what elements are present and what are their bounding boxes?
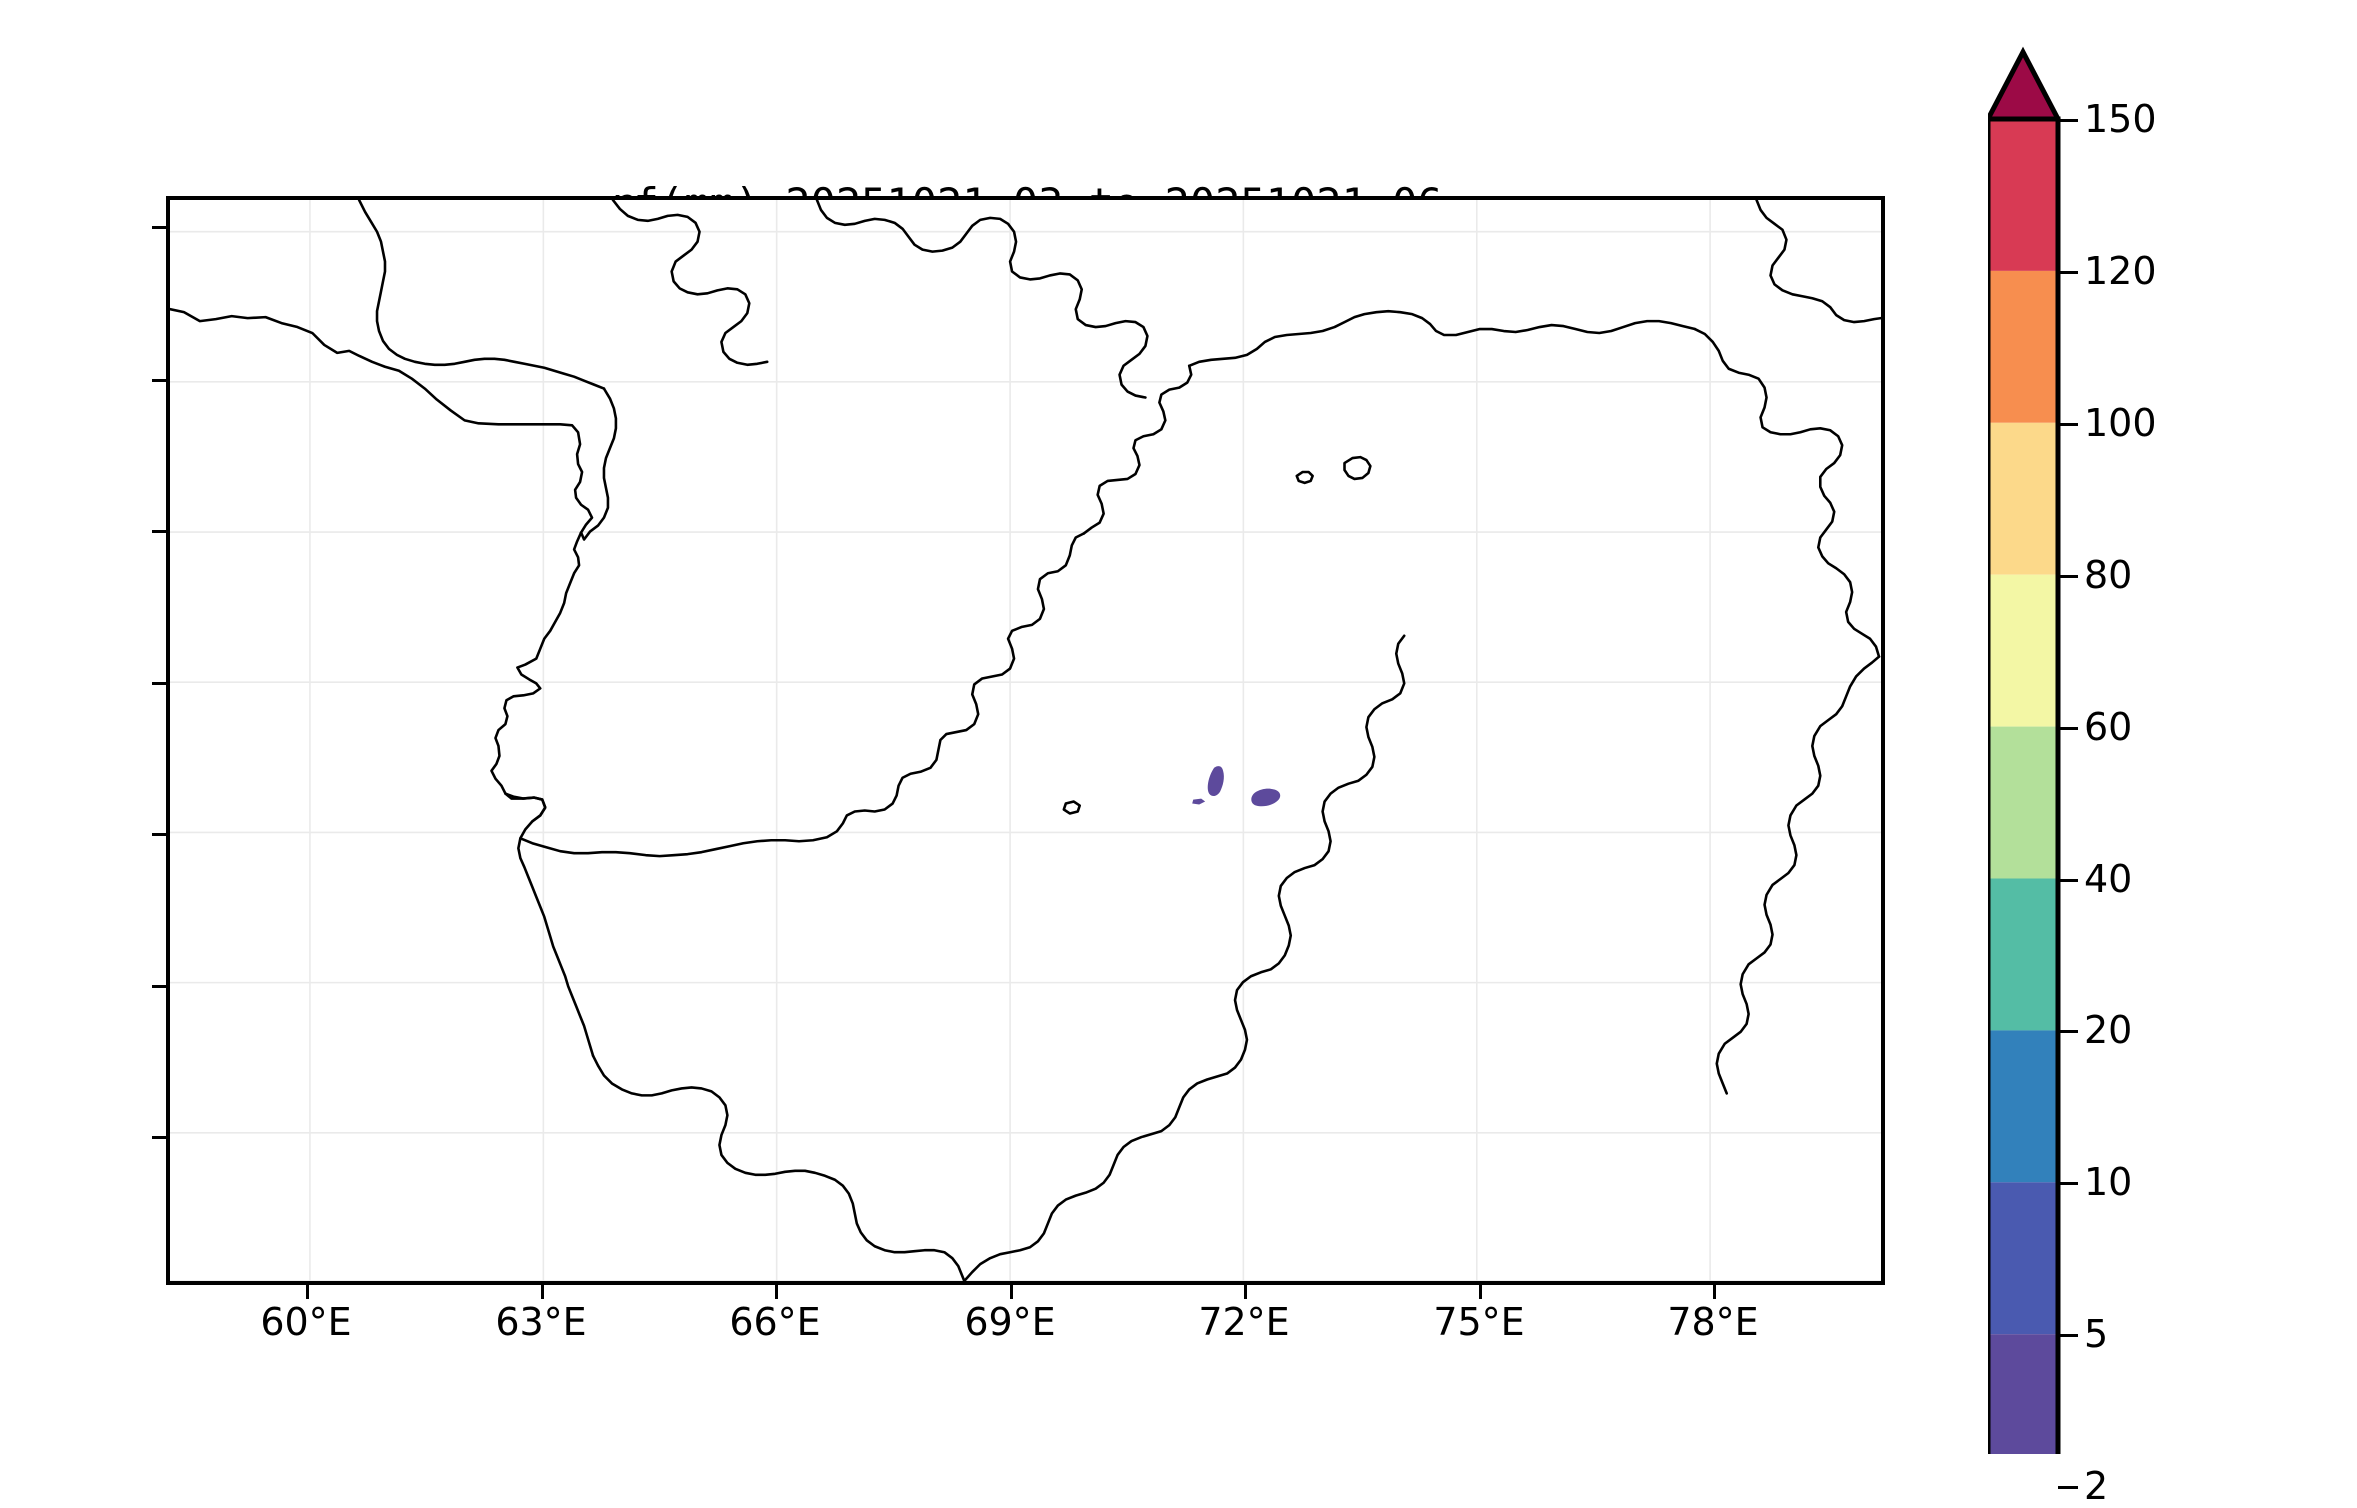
xtick-mark-66e [775,1285,778,1299]
xtick-mark-72e [1244,1285,1247,1299]
cbar-label-60: 60 [2084,704,2133,749]
xtick-label-78e: 78°E [1667,1300,1759,1344]
colorbar-band-120-150 [1988,119,2058,271]
colorbar-band-60-80 [1988,574,2058,727]
map-svg [170,200,1881,1281]
cbar-tick-60 [2058,726,2078,730]
xtick-label-72e: 72°E [1198,1300,1290,1344]
country-borders [170,200,1881,1281]
cbar-tick-150 [2058,119,2078,122]
cbar-label-20: 20 [2084,1008,2133,1053]
colorbar-swatches [1988,46,2063,1454]
cbar-label-150: 150 [2084,97,2157,141]
colorbar-band-2-5 [1988,1334,2058,1454]
xtick-mark-78e [1713,1285,1716,1299]
xtick-label-60e: 60°E [260,1300,352,1344]
cbar-label-5: 5 [2084,1312,2109,1357]
xtick-label-63e: 63°E [495,1300,587,1344]
xtick-label-75e: 75°E [1433,1300,1525,1344]
map-plot-area [166,196,1885,1285]
cbar-tick-5 [2058,1334,2078,1338]
colorbar-band-80-100 [1988,422,2058,575]
xtick-mark-69e [1010,1285,1013,1299]
map-gridlines [170,200,1881,1281]
cbar-tick-120 [2058,270,2078,274]
cbar-tick-100 [2058,422,2078,426]
colorbar-band-100-120 [1988,270,2058,423]
ytick-mark-38n [152,379,166,382]
cbar-tick-80 [2058,574,2078,578]
cbar-tick-20 [2058,1030,2078,1034]
colorbar-band-40-60 [1988,726,2058,879]
cbar-label-80: 80 [2084,552,2133,597]
cbar-tick-40 [2058,878,2078,882]
ytick-mark-34n [152,682,166,685]
cbar-label-100: 100 [2084,400,2157,445]
cbar-label-120: 120 [2084,248,2157,293]
ytick-mark-36n [152,530,166,533]
cbar-tick-10 [2058,1182,2078,1186]
rainfall-cells [1192,766,1281,807]
colorbar-extend-arrow [1988,46,2063,122]
ytick-mark-28n [152,1136,166,1139]
colorbar: 150 120 100 80 60 40 20 10 5 2 [1988,44,2357,1508]
ytick-mark-32n [152,833,166,836]
ytick-mark-40n [152,226,166,229]
colorbar-band-5-10 [1988,1182,2058,1335]
cbar-label-10: 10 [2084,1160,2133,1205]
map-canvas [170,200,1881,1281]
cbar-tick-2 [2058,1486,2078,1489]
xtick-label-69e: 69°E [964,1300,1056,1344]
colorbar-band-10-20 [1988,1030,2058,1183]
xtick-mark-75e [1479,1285,1482,1299]
xtick-mark-63e [541,1285,544,1299]
cbar-label-40: 40 [2084,856,2133,901]
cbar-label-2: 2 [2084,1464,2109,1508]
colorbar-outline [1988,116,2061,1454]
xtick-label-66e: 66°E [729,1300,821,1344]
xtick-mark-60e [306,1285,309,1299]
colorbar-band-20-40 [1988,878,2058,1031]
ytick-mark-30n [152,985,166,988]
